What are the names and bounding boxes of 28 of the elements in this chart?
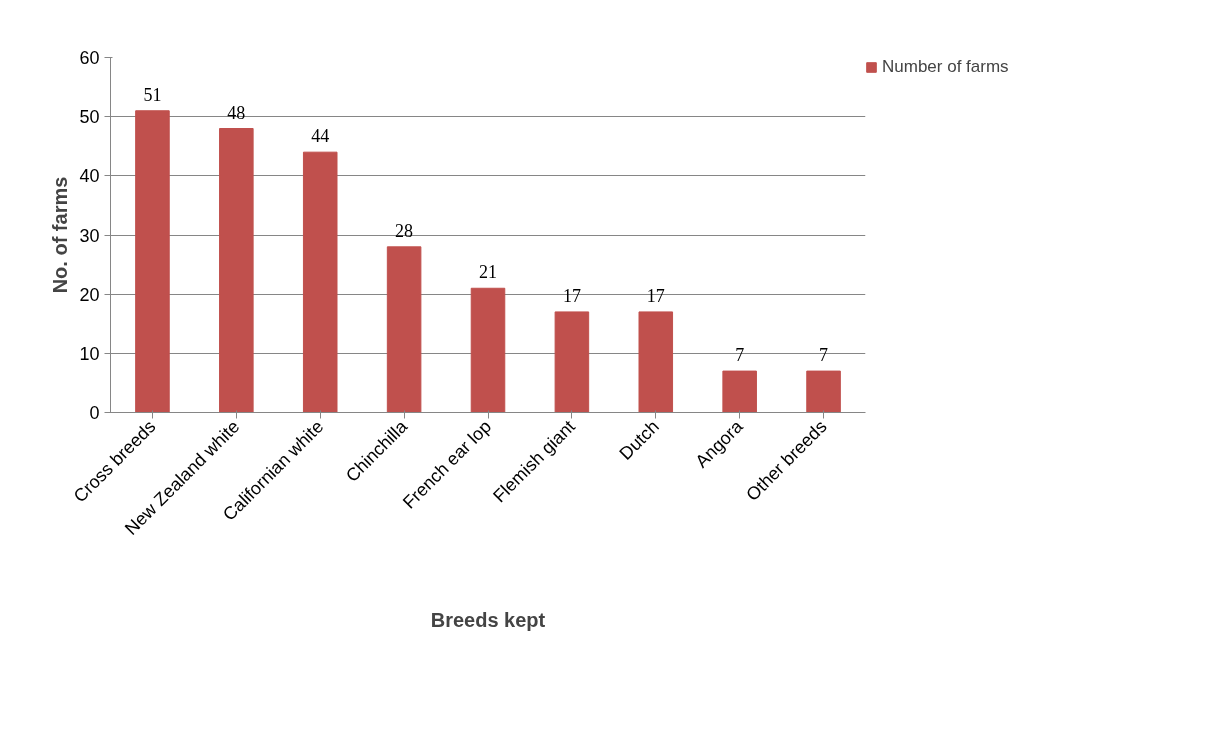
data-label: 44 bbox=[311, 126, 330, 147]
bar bbox=[135, 110, 170, 413]
bar bbox=[470, 287, 506, 413]
y-tick-label: 30 bbox=[79, 225, 100, 246]
y-tick-label: 50 bbox=[79, 107, 100, 128]
data-label: 7 bbox=[735, 345, 745, 366]
bar bbox=[554, 311, 590, 413]
bar bbox=[806, 370, 841, 413]
y-tick-label: 60 bbox=[79, 48, 100, 68]
data-label: 51 bbox=[143, 84, 162, 105]
bar bbox=[386, 246, 422, 413]
y-tick-label: 40 bbox=[79, 166, 100, 187]
y-tick-label: 0 bbox=[89, 403, 100, 423]
bar bbox=[722, 370, 757, 413]
legend-label: Number of farms bbox=[882, 57, 1009, 77]
data-label: 17 bbox=[562, 285, 581, 306]
data-label: 21 bbox=[479, 262, 497, 283]
data-label: 48 bbox=[227, 102, 246, 123]
x-axis-title: Breeds kept bbox=[430, 608, 546, 631]
y-tick-label: 10 bbox=[79, 343, 100, 364]
bar bbox=[638, 311, 674, 413]
data-label: 7 bbox=[819, 345, 829, 366]
bar bbox=[219, 128, 254, 413]
y-tick-label: 20 bbox=[79, 284, 100, 305]
data-label: 28 bbox=[395, 220, 414, 241]
data-label: 17 bbox=[646, 285, 665, 306]
bar bbox=[302, 151, 338, 413]
y-axis-title: No. of farms bbox=[49, 176, 72, 294]
